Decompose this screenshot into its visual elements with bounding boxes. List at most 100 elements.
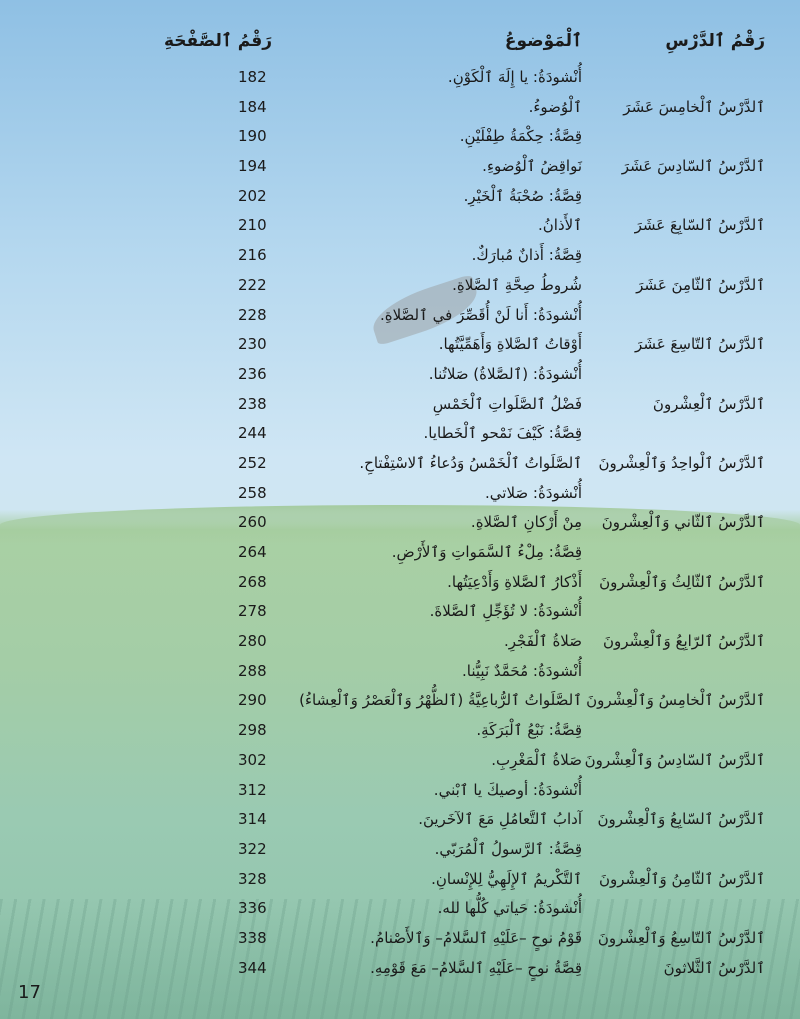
table-row: قِصَّةُ: أَذانٌ مُبارَكٌ. 216 bbox=[0, 244, 800, 274]
lesson-cell: ٱلدَّرْسُ ٱلسّابِعُ وَٱلْعِشْرونَ bbox=[597, 810, 765, 829]
topic-cell: مِنْ أَرْكانِ ٱلصَّلاةِ. bbox=[470, 513, 582, 532]
topic-cell: أُنْشودَةُ: أوصيكَ يا ٱبْني. bbox=[433, 780, 582, 799]
table-row: ٱلدَّرْسُ ٱلثّالِثُ وَٱلْعِشْرونَ أَذْكار… bbox=[0, 571, 800, 601]
lesson-cell: ٱلدَّرْسُ ٱلْعِشْرونَ bbox=[652, 394, 765, 413]
page-cell: 278 bbox=[238, 602, 267, 621]
page-cell: 194 bbox=[238, 157, 267, 176]
page-cell: 280 bbox=[238, 632, 267, 651]
table-row: ٱلدَّرْسُ ٱلسّابِعَ عَشَرَ ٱلأَذانُ. 210 bbox=[0, 214, 800, 244]
table-row: أُنْشودَةُ: أَنا لَنْ أُقَصِّرَ في ٱلصَّ… bbox=[0, 304, 800, 334]
page-cell: 230 bbox=[238, 335, 267, 354]
page-cell: 202 bbox=[238, 186, 267, 205]
lesson-cell: ٱلدَّرْسُ ٱلْواحِدُ وَٱلْعِشْرونَ bbox=[598, 453, 765, 472]
topic-cell: قِصَّةُ: حِكْمَةُ طِفْلَيْنِ. bbox=[459, 127, 582, 146]
topic-cell: قِصَّةُ: صُحْبَةُ ٱلْخَيْرِ. bbox=[463, 186, 582, 205]
topic-cell: ٱلصَّلَواتُ ٱلرُّباعِيَّةُ (ٱلظُّهْرُ وَ… bbox=[299, 691, 582, 710]
table-row: ٱلدَّرْسُ ٱلرّابِعُ وَٱلْعِشْرونَ صَلاةُ … bbox=[0, 630, 800, 660]
lesson-cell: ٱلدَّرْسُ ٱلرّابِعُ وَٱلْعِشْرونَ bbox=[602, 632, 765, 651]
background-hill bbox=[0, 505, 800, 545]
page-cell: 190 bbox=[238, 127, 267, 146]
table-row: قِصَّةُ: مِلْءُ ٱلسَّمَواتِ وَٱلأَرْضِ. 2… bbox=[0, 541, 800, 571]
header-lesson-number: رَقْمُ ٱلدَّرْسِ bbox=[665, 31, 765, 51]
page-cell: 298 bbox=[238, 721, 267, 740]
topic-cell: ٱلْوُضوءُ. bbox=[528, 97, 582, 116]
topic-cell: أُنْشودَةُ: يا إِلَهَ ٱلْكَوْنِ. bbox=[447, 68, 582, 86]
table-row: ٱلدَّرْسُ ٱلتّاسِعَ عَشَرَ أَوْقاتُ ٱلصَّ… bbox=[0, 333, 800, 363]
page-cell: 244 bbox=[238, 424, 267, 443]
table-row: قِصَّةُ: صُحْبَةُ ٱلْخَيْرِ. 202 bbox=[0, 185, 800, 215]
topic-cell: ٱلأَذانُ. bbox=[538, 216, 582, 235]
topic-cell: صَلاةُ ٱلْمَغْرِبِ. bbox=[491, 750, 582, 769]
lesson-cell: ٱلدَّرْسُ ٱلتّاسِعُ وَٱلْعِشْرونَ bbox=[597, 928, 765, 947]
table-row: أُنْشودَةُ: لا تُؤَجِّلِ ٱلصَّلاةَ. 278 bbox=[0, 600, 800, 630]
page-cell: 264 bbox=[238, 543, 267, 561]
page-cell: 252 bbox=[238, 453, 267, 472]
topic-cell: قِصَّةُ: مِلْءُ ٱلسَّمَواتِ وَٱلأَرْضِ. bbox=[391, 543, 582, 561]
topic-cell: قَوْمُ نوحٍ –عَلَيْهِ ٱلسَّلامُ– وَٱلأَص… bbox=[370, 928, 582, 947]
table-row: قِصَّةُ: ٱلرَّسولُ ٱلْمُرَبّي. 322 bbox=[0, 838, 800, 868]
topic-cell: أُنْشودَةُ: مُحَمَّدٌ نَبِيُّنا. bbox=[462, 661, 582, 680]
page-cell: 288 bbox=[238, 661, 267, 680]
topic-cell: أَذْكارُ ٱلصَّلاةِ وَأَدْعِيَتُها. bbox=[447, 572, 582, 591]
page-cell: 336 bbox=[238, 899, 267, 918]
table-row: أُنْشودَةُ: مُحَمَّدٌ نَبِيُّنا. 288 bbox=[0, 660, 800, 690]
page-cell: 184 bbox=[238, 97, 267, 116]
page-cell: 222 bbox=[238, 275, 267, 294]
page-cell: 322 bbox=[238, 839, 267, 858]
lesson-cell: ٱلدَّرْسُ ٱلثَّلاثونَ bbox=[663, 958, 765, 977]
topic-cell: ٱلصَّلَواتُ ٱلْخَمْسُ وَدُعاءُ ٱلاسْتِفْ… bbox=[359, 453, 582, 472]
lesson-cell: ٱلدَّرْسُ ٱلسّابِعَ عَشَرَ bbox=[634, 216, 765, 235]
page-cell: 268 bbox=[238, 572, 267, 591]
page-cell: 302 bbox=[238, 750, 267, 769]
topic-cell: أُنْشودَةُ: (ٱلصَّلاةُ) صَلاتُنا. bbox=[428, 364, 582, 383]
lesson-cell: ٱلدَّرْسُ ٱلسّادِسُ وَٱلْعِشْرونَ bbox=[584, 750, 765, 769]
page-cell: 258 bbox=[238, 483, 267, 502]
topic-cell: قِصَّةُ: أَذانٌ مُبارَكٌ. bbox=[471, 246, 582, 265]
topic-cell: صَلاةُ ٱلْفَجْرِ. bbox=[504, 632, 582, 651]
table-row: أُنْشودَةُ: يا إِلَهَ ٱلْكَوْنِ. 182 bbox=[0, 66, 800, 96]
table-row: ٱلدَّرْسُ ٱلتّاسِعُ وَٱلْعِشْرونَ قَوْمُ … bbox=[0, 927, 800, 957]
table-row: قِصَّةُ: نَبْعُ ٱلْبَرَكَةِ. 298 bbox=[0, 719, 800, 749]
topic-cell: قِصَّةُ نوحٍ –عَلَيْهِ ٱلسَّلامُ– مَعَ ق… bbox=[370, 958, 582, 977]
header-page-number: رَقْمُ ٱلصَّفْحَةِ bbox=[163, 31, 272, 51]
table-row: ٱلدَّرْسُ ٱلثّامِنُ وَٱلْعِشْرونَ ٱلتَّكْ… bbox=[0, 868, 800, 898]
topic-cell: آدابُ ٱلتَّعامُلِ مَعَ ٱلآخَرينَ. bbox=[418, 810, 582, 829]
table-row: ٱلدَّرْسُ ٱلسّادِسَ عَشَرَ نَواقِضُ ٱلْوُ… bbox=[0, 155, 800, 185]
page-cell: 216 bbox=[238, 246, 267, 265]
page-cell: 210 bbox=[238, 216, 267, 235]
topic-cell: أَوْقاتُ ٱلصَّلاةِ وَأَهَمِّيَّتُها. bbox=[438, 335, 582, 354]
page-cell: 338 bbox=[238, 928, 267, 947]
page-cell: 312 bbox=[238, 780, 267, 799]
table-row: ٱلدَّرْسُ ٱلْخامِسَ عَشَرَ ٱلْوُضوءُ. 184 bbox=[0, 96, 800, 126]
page-cell: 290 bbox=[238, 691, 267, 710]
table-row: ٱلدَّرْسُ ٱلثّامِنَ عَشَرَ شُروطُ صِحَّةِ… bbox=[0, 274, 800, 304]
page-cell: 182 bbox=[238, 68, 267, 86]
page-cell: 236 bbox=[238, 364, 267, 383]
background-grass bbox=[0, 899, 800, 1019]
table-row: ٱلدَّرْسُ ٱلثّاني وَٱلْعِشْرونَ مِنْ أَرْ… bbox=[0, 511, 800, 541]
topic-cell: قِصَّةُ: كَيْفَ نَمْحو ٱلْخَطايا. bbox=[423, 424, 582, 443]
lesson-cell: ٱلدَّرْسُ ٱلْخامِسَ عَشَرَ bbox=[623, 97, 765, 116]
page-cell: 344 bbox=[238, 958, 267, 977]
header-topic: ٱلْمَوْضوعُ bbox=[504, 31, 582, 51]
topic-cell: شُروطُ صِحَّةِ ٱلصَّلاةِ. bbox=[452, 275, 582, 294]
table-of-contents: أُنْشودَةُ: يا إِلَهَ ٱلْكَوْنِ. 182 ٱلدَّ… bbox=[0, 66, 800, 986]
lesson-cell: ٱلدَّرْسُ ٱلثّاني وَٱلْعِشْرونَ bbox=[601, 513, 765, 532]
table-row: ٱلدَّرْسُ ٱلسّادِسُ وَٱلْعِشْرونَ صَلاةُ … bbox=[0, 749, 800, 779]
topic-cell: نَواقِضُ ٱلْوُضوءِ. bbox=[482, 157, 582, 176]
table-row: ٱلدَّرْسُ ٱلثَّلاثونَ قِصَّةُ نوحٍ –عَلَي… bbox=[0, 957, 800, 987]
lesson-cell: ٱلدَّرْسُ ٱلثّالِثُ وَٱلْعِشْرونَ bbox=[599, 572, 765, 591]
table-row: أُنْشودَةُ: (ٱلصَّلاةُ) صَلاتُنا. 236 bbox=[0, 363, 800, 393]
table-row: أُنْشودَةُ: أوصيكَ يا ٱبْني. 312 bbox=[0, 779, 800, 809]
topic-cell: أُنْشودَةُ: حَياتي كُلُّها لله. bbox=[437, 899, 582, 918]
lesson-cell: ٱلدَّرْسُ ٱلثّامِنَ عَشَرَ bbox=[636, 275, 765, 294]
topic-cell: أُنْشودَةُ: أَنا لَنْ أُقَصِّرَ في ٱلصَّ… bbox=[379, 305, 582, 324]
topic-cell: أُنْشودَةُ: لا تُؤَجِّلِ ٱلصَّلاةَ. bbox=[429, 602, 582, 621]
table-row: قِصَّةُ: حِكْمَةُ طِفْلَيْنِ. 190 bbox=[0, 125, 800, 155]
page-cell: 260 bbox=[238, 513, 267, 532]
table-row: ٱلدَّرْسُ ٱلْخامِسُ وَٱلْعِشْرونَ ٱلصَّلَ… bbox=[0, 689, 800, 719]
lesson-cell: ٱلدَّرْسُ ٱلثّامِنُ وَٱلْعِشْرونَ bbox=[599, 869, 765, 888]
table-row: أُنْشودَةُ: حَياتي كُلُّها لله. 336 bbox=[0, 897, 800, 927]
page-cell: 328 bbox=[238, 869, 267, 888]
topic-cell: ٱلتَّكْريمُ ٱلإِلَهِيُّ لِلإِنْسانِ. bbox=[431, 869, 582, 888]
